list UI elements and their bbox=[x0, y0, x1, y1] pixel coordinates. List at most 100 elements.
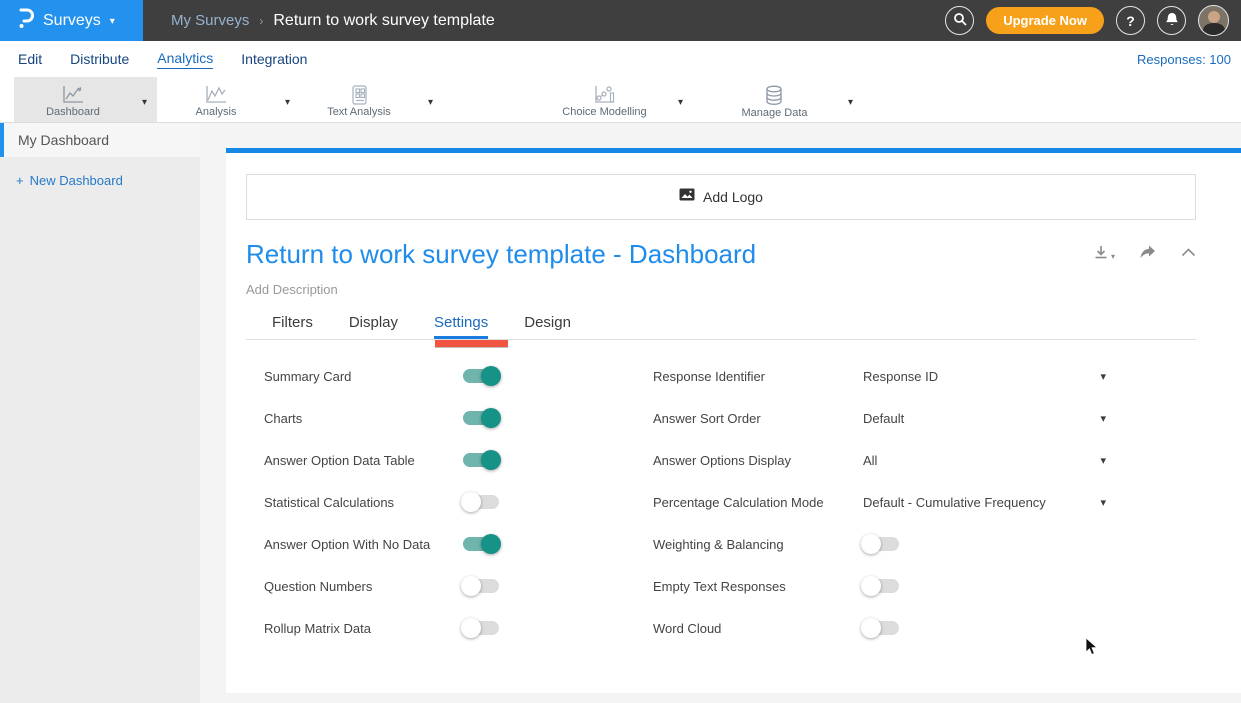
settings-toggle-column: Summary Card Charts Answer Option Data T… bbox=[264, 355, 653, 649]
tab-design[interactable]: Design bbox=[524, 314, 571, 331]
percentage-calculation-mode-select[interactable]: Default - Cumulative Frequency bbox=[863, 494, 1046, 510]
collapse-chevron-icon[interactable] bbox=[1181, 248, 1196, 257]
text-analysis-caret-icon[interactable]: ▾ bbox=[427, 97, 433, 108]
setting-row: Rollup Matrix Data bbox=[264, 607, 653, 649]
settings-panel: Summary Card Charts Answer Option Data T… bbox=[264, 355, 1196, 649]
avatar-face bbox=[1208, 11, 1220, 23]
nav-item-integration[interactable]: Integration bbox=[241, 51, 308, 67]
toggle-knob bbox=[461, 576, 481, 596]
new-dashboard-button[interactable]: + New Dashboard bbox=[0, 157, 200, 204]
product-switcher[interactable]: Surveys ▾ bbox=[0, 0, 143, 41]
responses-count[interactable]: Responses: 100 bbox=[1137, 51, 1231, 67]
setting-label: Charts bbox=[264, 410, 303, 426]
summary-card-toggle[interactable] bbox=[463, 366, 501, 386]
weighting-balancing-toggle[interactable] bbox=[861, 534, 899, 554]
setting-label: Rollup Matrix Data bbox=[264, 620, 371, 636]
setting-label: Response Identifier bbox=[653, 368, 766, 384]
response-identifier-select[interactable]: Response ID bbox=[863, 368, 939, 384]
toolbar-item-choice-modelling[interactable]: Choice Modelling ▾ bbox=[541, 77, 693, 122]
search-icon bbox=[953, 12, 967, 29]
notifications-button[interactable] bbox=[1157, 6, 1186, 35]
toggle-knob bbox=[861, 618, 881, 638]
dashboard-caret-icon[interactable]: ▾ bbox=[141, 97, 147, 108]
toolbar-label: Analysis bbox=[195, 106, 237, 118]
setting-label: Answer Option Data Table bbox=[264, 452, 415, 468]
question-numbers-toggle[interactable] bbox=[461, 576, 499, 596]
top-header: Surveys ▾ My Surveys › Return to work su… bbox=[0, 0, 1241, 41]
add-description-field[interactable]: Add Description bbox=[246, 282, 338, 297]
charts-toggle[interactable] bbox=[463, 408, 501, 428]
download-caret-icon: ▾ bbox=[1110, 252, 1115, 261]
toolbar-item-dashboard[interactable]: Dashboard ▾ bbox=[14, 77, 157, 122]
select-caret-icon[interactable]: ▾ bbox=[1100, 496, 1106, 509]
toolbar-item-text-analysis[interactable]: Text Analysis ▾ bbox=[300, 77, 443, 122]
setting-row: Charts bbox=[264, 397, 653, 439]
analytics-toolbar: Dashboard ▾ Analysis ▾ Text Analysis ▾ C… bbox=[0, 77, 1241, 123]
avatar-shoulders bbox=[1203, 23, 1225, 35]
tab-display[interactable]: Display bbox=[348, 314, 399, 331]
setting-label: Statistical Calculations bbox=[264, 494, 395, 510]
download-button[interactable]: ▾ bbox=[1093, 244, 1115, 261]
tab-settings[interactable]: Settings bbox=[434, 314, 489, 339]
empty-text-responses-toggle[interactable] bbox=[861, 576, 899, 596]
answer-options-display-select[interactable]: All bbox=[863, 452, 878, 468]
dashboard-card: Add Logo Return to work survey template … bbox=[226, 148, 1241, 693]
setting-row: Answer Option Data Table bbox=[264, 439, 653, 481]
text-analysis-icon bbox=[349, 85, 369, 105]
answer-option-data-table-toggle[interactable] bbox=[463, 450, 501, 470]
sidebar-item-label: My Dashboard bbox=[18, 132, 110, 148]
toolbar-item-analysis[interactable]: Analysis ▾ bbox=[157, 77, 300, 122]
setting-label: Weighting & Balancing bbox=[653, 536, 784, 552]
analysis-chart-icon bbox=[204, 85, 228, 105]
toggle-knob bbox=[461, 492, 481, 512]
nav-item-distribute[interactable]: Distribute bbox=[70, 51, 130, 67]
analysis-caret-icon[interactable]: ▾ bbox=[284, 97, 290, 108]
select-caret-icon[interactable]: ▾ bbox=[1100, 370, 1106, 383]
upgrade-now-button[interactable]: Upgrade Now bbox=[986, 7, 1104, 34]
database-icon bbox=[763, 85, 785, 106]
dashboard-chart-icon bbox=[61, 85, 85, 105]
dashboard-tabs: Filters Display Settings Design bbox=[246, 314, 1196, 347]
product-name: Surveys bbox=[43, 11, 101, 29]
statistical-calculations-toggle[interactable] bbox=[461, 492, 499, 512]
content-area: Add Logo Return to work survey template … bbox=[200, 123, 1241, 703]
page-body: My Dashboard + New Dashboard Add Logo Re… bbox=[0, 123, 1241, 703]
user-avatar[interactable] bbox=[1198, 5, 1229, 36]
add-logo-dropzone[interactable]: Add Logo bbox=[246, 174, 1196, 220]
new-dashboard-label: New Dashboard bbox=[29, 173, 123, 188]
breadcrumb-parent[interactable]: My Surveys bbox=[171, 12, 250, 29]
setting-label: Answer Option With No Data bbox=[264, 536, 431, 552]
word-cloud-toggle[interactable] bbox=[861, 618, 899, 638]
share-button[interactable] bbox=[1139, 245, 1157, 260]
search-button[interactable] bbox=[945, 6, 975, 35]
setting-row: Summary Card bbox=[264, 355, 653, 397]
toggle-knob bbox=[861, 576, 881, 596]
nav-item-analytics[interactable]: Analytics bbox=[157, 50, 214, 69]
answer-option-no-data-toggle[interactable] bbox=[463, 534, 501, 554]
setting-row: Statistical Calculations bbox=[264, 481, 653, 523]
sidebar-item-my-dashboard[interactable]: My Dashboard bbox=[0, 123, 200, 157]
setting-label: Word Cloud bbox=[653, 620, 722, 636]
toggle-knob bbox=[481, 450, 501, 470]
dashboard-title[interactable]: Return to work survey template - Dashboa… bbox=[246, 239, 757, 269]
toolbar-label: Dashboard bbox=[46, 106, 100, 118]
toggle-knob bbox=[481, 534, 501, 554]
toolbar-label: Manage Data bbox=[741, 106, 808, 119]
setting-row: Percentage Calculation Mode Default - Cu… bbox=[653, 481, 1106, 523]
plus-icon: + bbox=[16, 173, 24, 188]
rollup-matrix-data-toggle[interactable] bbox=[461, 618, 499, 638]
breadcrumb: My Surveys › Return to work survey templ… bbox=[143, 0, 946, 41]
setting-label: Summary Card bbox=[264, 368, 352, 384]
answer-sort-order-select[interactable]: Default bbox=[863, 410, 905, 426]
choice-modelling-caret-icon[interactable]: ▾ bbox=[677, 97, 683, 108]
setting-label: Percentage Calculation Mode bbox=[653, 494, 824, 510]
toggle-knob bbox=[481, 366, 501, 386]
help-button[interactable]: ? bbox=[1116, 6, 1145, 35]
select-caret-icon[interactable]: ▾ bbox=[1100, 454, 1106, 467]
manage-data-caret-icon[interactable]: ▾ bbox=[847, 97, 853, 108]
toggle-knob bbox=[481, 408, 501, 428]
tab-filters[interactable]: Filters bbox=[272, 314, 313, 331]
nav-item-edit[interactable]: Edit bbox=[18, 51, 43, 67]
select-caret-icon[interactable]: ▾ bbox=[1100, 412, 1106, 425]
toolbar-item-manage-data[interactable]: Manage Data ▾ bbox=[711, 77, 863, 122]
